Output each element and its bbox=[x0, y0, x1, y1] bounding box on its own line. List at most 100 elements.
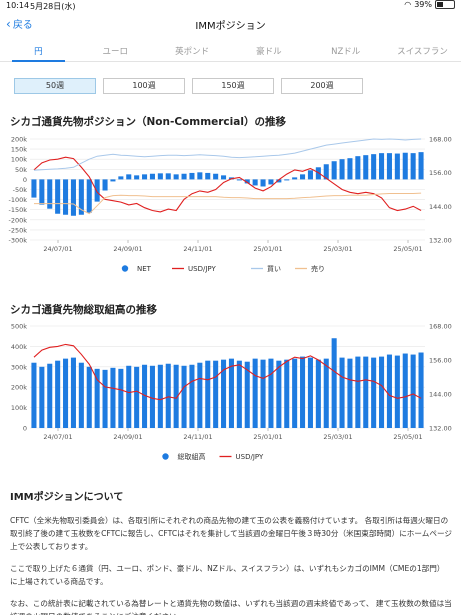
bar bbox=[47, 179, 53, 209]
x-tick-label: 24/07/01 bbox=[43, 245, 72, 253]
bar bbox=[284, 359, 290, 428]
tab-jpy[interactable]: 円 bbox=[0, 38, 77, 62]
bar bbox=[181, 173, 187, 180]
bar bbox=[347, 358, 353, 428]
bar bbox=[402, 152, 408, 180]
series-line bbox=[34, 192, 422, 215]
bar bbox=[31, 179, 37, 198]
bar bbox=[173, 174, 179, 180]
y-left-tick-label: 0 bbox=[23, 425, 27, 433]
bar bbox=[410, 354, 416, 428]
y-left-tick-label: 50k bbox=[15, 166, 27, 174]
bar bbox=[118, 368, 124, 428]
open-interest-chart-title: シカゴ通貨先物総取組高の推移 bbox=[10, 304, 157, 316]
y-left-tick-label: 300k bbox=[11, 363, 27, 371]
bar bbox=[157, 173, 163, 180]
x-tick-label: 25/01/01 bbox=[253, 245, 282, 253]
bar bbox=[386, 354, 392, 428]
bar bbox=[252, 179, 258, 186]
bar bbox=[221, 175, 227, 180]
bar bbox=[292, 358, 298, 428]
bar bbox=[31, 362, 37, 428]
legend-marker bbox=[121, 265, 129, 272]
x-tick-label: 24/07/01 bbox=[43, 433, 72, 441]
tab-gbp[interactable]: 英ポンド bbox=[175, 47, 210, 57]
period-50-button[interactable]: 50週 bbox=[14, 78, 96, 94]
legend-label: 総取組高 bbox=[178, 452, 206, 461]
bar bbox=[142, 174, 148, 180]
bar bbox=[315, 167, 321, 180]
bar bbox=[402, 353, 408, 428]
legend-label: 買い bbox=[267, 265, 281, 273]
bar bbox=[39, 366, 45, 428]
bar bbox=[339, 159, 345, 180]
x-tick-label: 25/01/01 bbox=[253, 433, 282, 441]
status-bar: 10:14 5月28日(水) ◠ 39% bbox=[0, 0, 461, 12]
bar bbox=[323, 164, 329, 180]
tab-eur[interactable]: ユーロ bbox=[102, 47, 128, 57]
status-time: 10:14 bbox=[6, 1, 30, 10]
series-line bbox=[33, 156, 422, 213]
x-tick-label: 24/11/01 bbox=[183, 433, 212, 441]
back-label: 戻る bbox=[12, 20, 33, 31]
info-paragraph: ここで取り上げた６通貨（円、ユーロ、ポンド、豪ドル、NZドル、スイスフラン）は、… bbox=[10, 564, 445, 586]
legend-label: USD/JPY bbox=[188, 265, 216, 273]
series-line bbox=[33, 343, 422, 401]
period-150-button[interactable]: 150週 bbox=[192, 78, 274, 94]
battery-percent: 39% bbox=[414, 0, 432, 9]
nav-bar: ‹ 戻る IMMポジション bbox=[0, 12, 461, 36]
y-left-tick-label: 0 bbox=[23, 176, 27, 184]
bar bbox=[284, 179, 290, 181]
tab-chf[interactable]: スイスフラン bbox=[397, 47, 448, 57]
x-tick-label: 24/11/01 bbox=[183, 245, 212, 253]
currency-tabs: 円 ユーロ 英ポンド 豪ドル NZドル スイスフラン bbox=[0, 38, 461, 62]
bar bbox=[276, 179, 282, 183]
bar bbox=[213, 173, 219, 180]
bar bbox=[63, 179, 69, 215]
legend-label: NET bbox=[137, 265, 152, 273]
bar bbox=[197, 172, 203, 180]
tab-nzd[interactable]: NZドル bbox=[331, 47, 361, 57]
x-tick-label: 25/05/01 bbox=[393, 433, 422, 441]
back-button[interactable]: ‹ 戻る bbox=[6, 16, 33, 32]
bar bbox=[418, 152, 424, 180]
info-section: IMMポジションについて CFTC（全米先物取引委員会）は、各取引所にそれぞれの… bbox=[10, 488, 452, 615]
bar bbox=[292, 177, 298, 180]
position-chart: 200k 150k 100k 50k 0 -50k -100k -150k -200k -250k… bbox=[8, 136, 452, 274]
bar bbox=[300, 356, 306, 428]
y-left-tick-label: 200k bbox=[11, 384, 27, 392]
y-right-tick-label: 156.00 bbox=[429, 357, 452, 365]
bar bbox=[213, 360, 219, 428]
bar bbox=[394, 355, 400, 428]
bar bbox=[307, 357, 313, 428]
bar bbox=[94, 368, 100, 428]
bar bbox=[355, 356, 361, 428]
tab-aud[interactable]: 豪ドル bbox=[256, 47, 282, 57]
y-left-tick-label: -50k bbox=[13, 186, 28, 194]
y-left-tick-label: 100k bbox=[11, 156, 27, 164]
bar bbox=[110, 367, 116, 428]
period-100-button[interactable]: 100週 bbox=[103, 78, 185, 94]
bar bbox=[110, 179, 116, 182]
info-paragraph: CFTC（全米先物取引委員会）は、各取引所にそれぞれの商品先物の建て玉の公表を義… bbox=[10, 516, 452, 551]
bar bbox=[268, 179, 274, 185]
bar bbox=[236, 179, 242, 181]
bar bbox=[307, 170, 313, 180]
x-tick-label: 24/09/01 bbox=[113, 245, 142, 253]
bar bbox=[181, 365, 187, 428]
y-right-tick-label: 168.00 bbox=[429, 323, 452, 331]
y-right-tick-label: 156.00 bbox=[429, 169, 452, 177]
bar bbox=[70, 357, 76, 428]
position-chart-title: シカゴ通貨先物ポジション（Non-Commercial）の推移 bbox=[10, 116, 286, 128]
period-200-button[interactable]: 200週 bbox=[281, 78, 363, 94]
bar bbox=[339, 357, 345, 428]
bar bbox=[244, 361, 250, 428]
bar bbox=[355, 156, 361, 180]
y-right-tick-label: 168.00 bbox=[429, 136, 452, 144]
series-line bbox=[33, 138, 422, 171]
bar bbox=[276, 360, 282, 428]
bar bbox=[78, 179, 84, 215]
bar bbox=[386, 153, 392, 180]
wifi-icon: ◠ bbox=[404, 0, 412, 9]
bar bbox=[260, 179, 266, 187]
